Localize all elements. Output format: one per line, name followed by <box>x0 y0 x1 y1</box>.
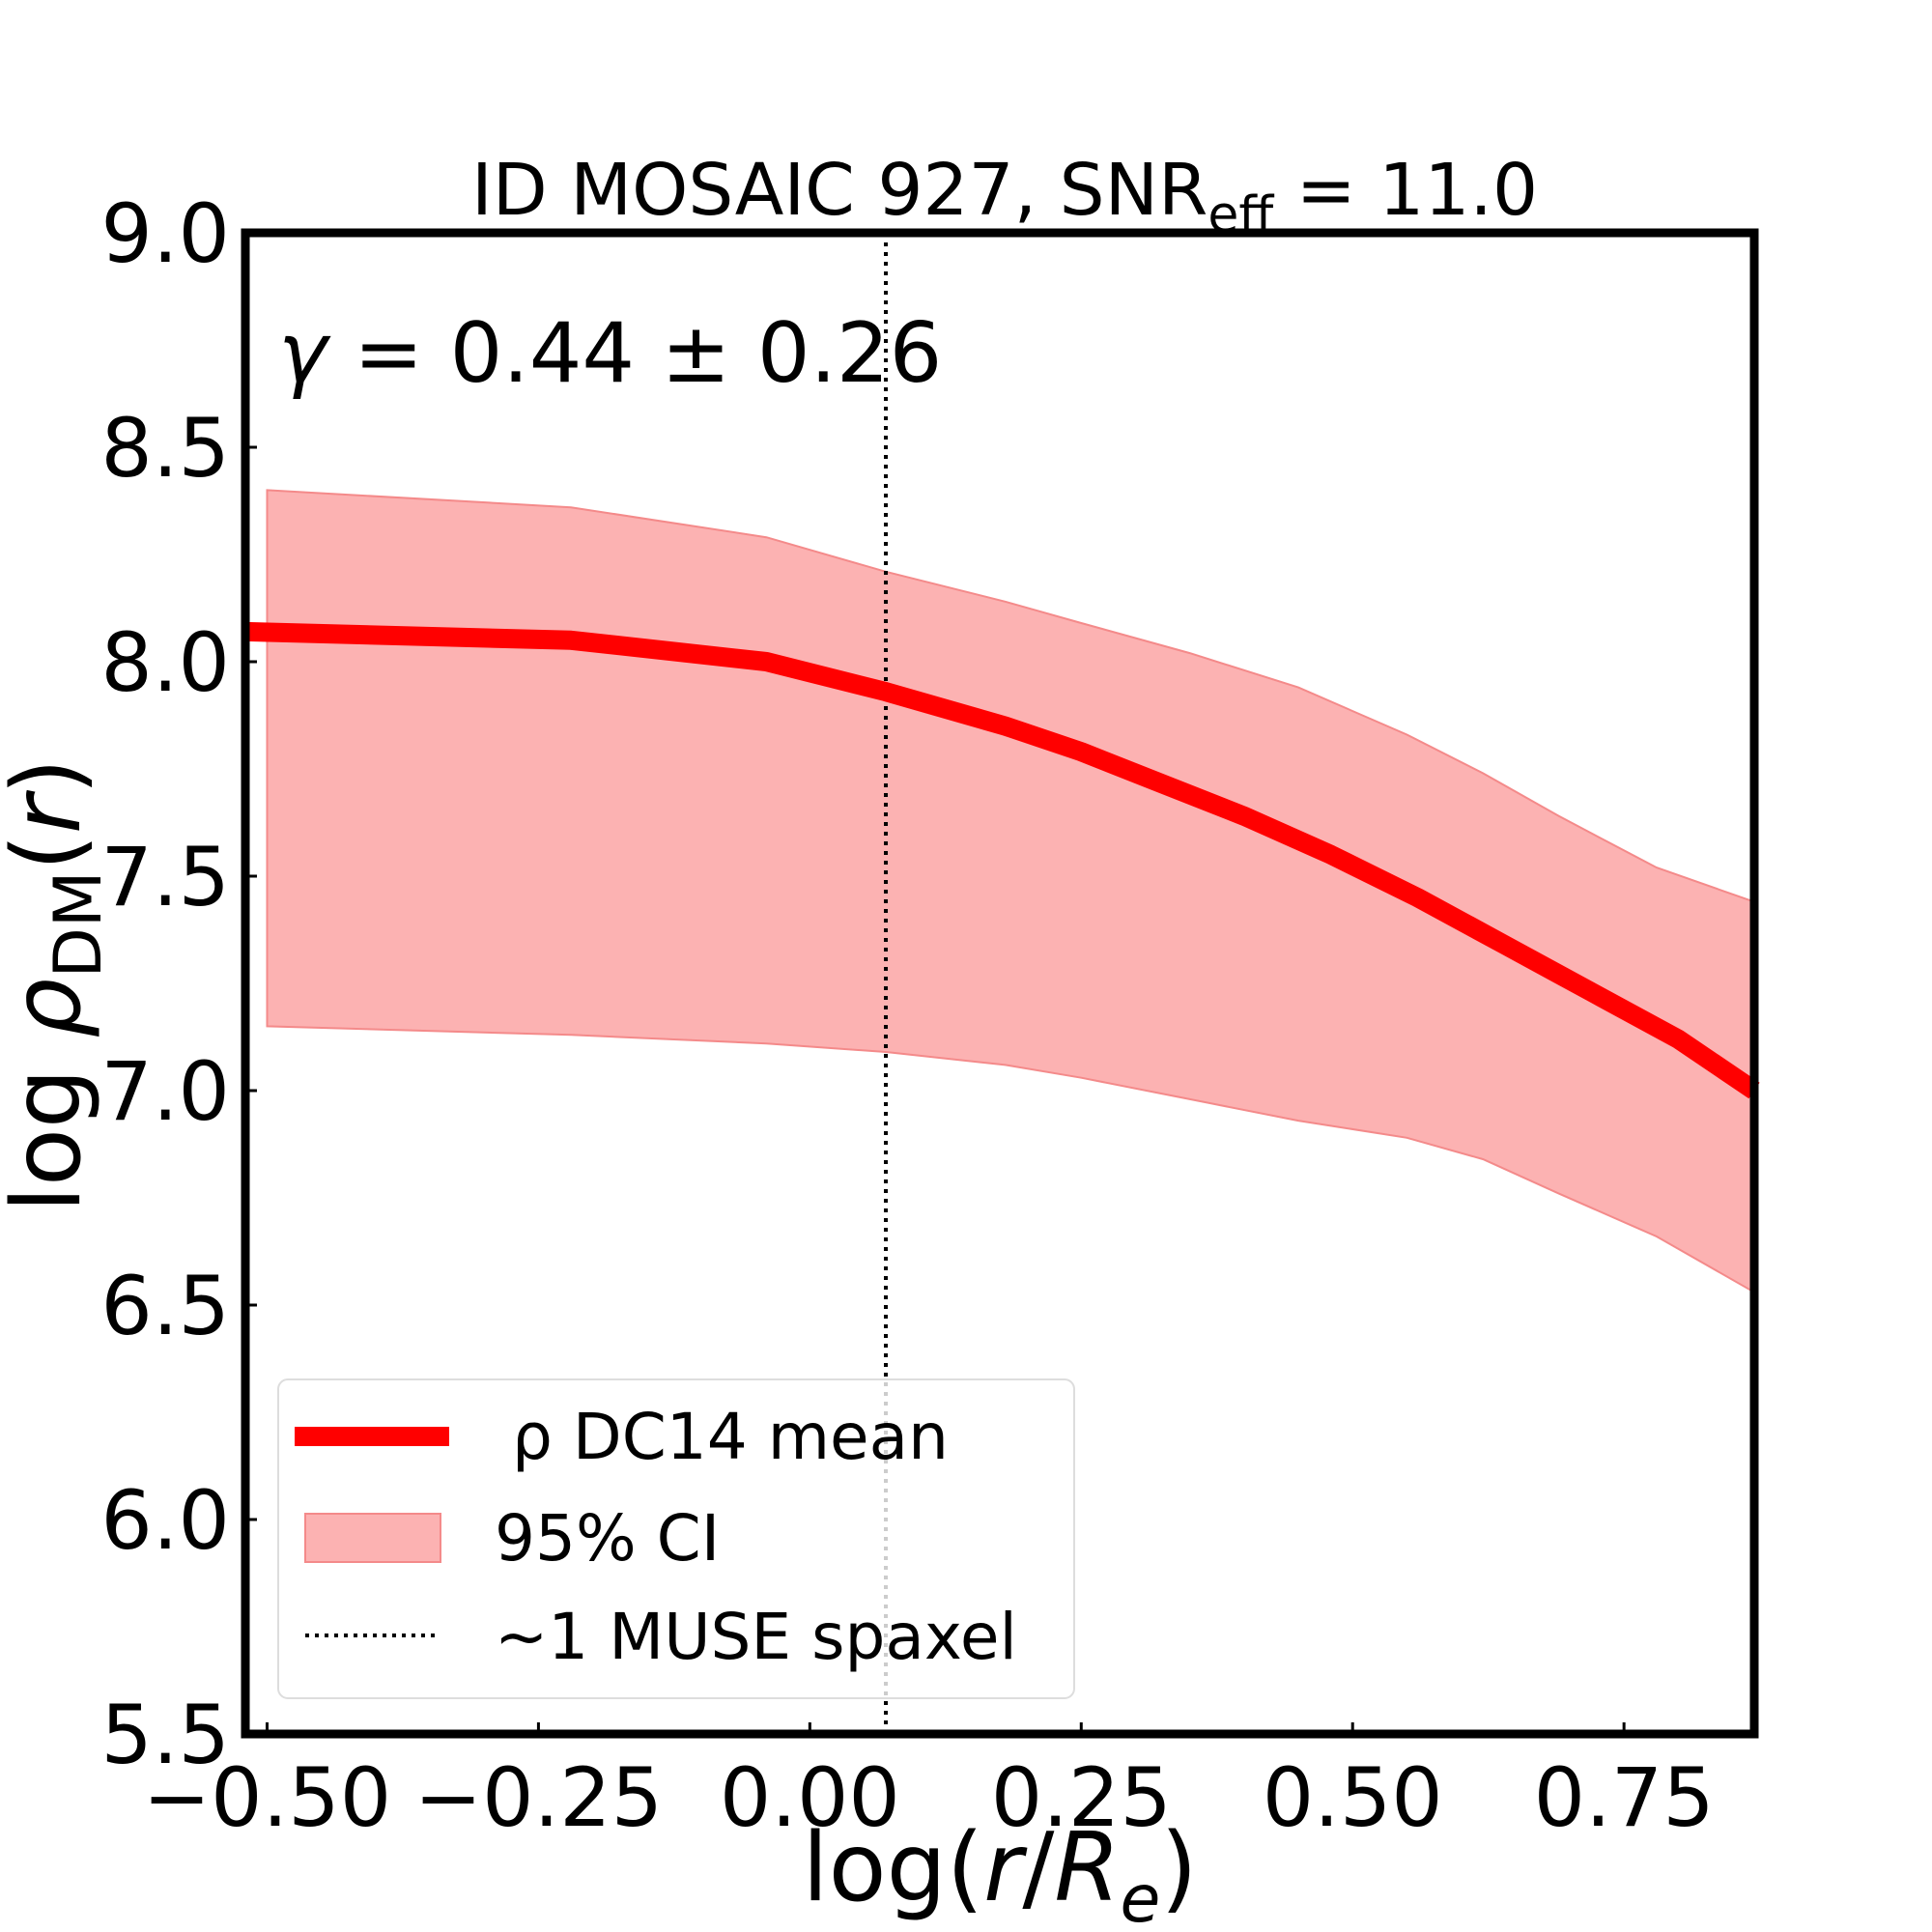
x-axis-label: log(r/Re) <box>802 1813 1197 1932</box>
x-tick-label: 0.00 <box>720 1750 900 1845</box>
y-tick-label: 9.0 <box>100 186 230 281</box>
chart-title: ID MOSAIC 927, SNReff = 11.0 <box>471 149 1538 244</box>
legend-box <box>277 1378 1075 1699</box>
axes-frame <box>241 228 1759 1739</box>
gamma-symbol: γ <box>278 305 331 402</box>
x-tick-label: 0.25 <box>991 1750 1172 1845</box>
legend-ci-label: 95% CI <box>495 1501 720 1576</box>
series-line-0 <box>244 621 1760 1099</box>
y-tick-label: 6.5 <box>100 1259 230 1353</box>
y-tick-label: 7.0 <box>100 1044 230 1139</box>
y-tick-label: 6.0 <box>100 1473 230 1568</box>
x-tick-labels: −0.50 −0.25 0.00 0.25 0.50 0.75 <box>143 1722 1715 1845</box>
legend: ρ DC14 mean 95% CI ~1 MUSE spaxel <box>277 1378 1075 1699</box>
y-tick-label: 5.5 <box>100 1688 230 1782</box>
y-tick-label: 7.5 <box>100 830 230 924</box>
x-tick-label: −0.50 <box>143 1750 391 1845</box>
y-tick-label: 8.5 <box>100 401 230 496</box>
x-tick-label: −0.25 <box>414 1750 663 1845</box>
y-tick-labels: 5.5 6.0 6.5 7.0 7.5 8.0 8.5 9.0 <box>100 186 257 1782</box>
x-tick-label: 0.50 <box>1263 1750 1443 1845</box>
y-axis-label: log ρDM(r) <box>0 758 117 1213</box>
ci-band <box>266 489 1755 1294</box>
legend-mean-label: ρ DC14 mean <box>512 1400 949 1474</box>
legend-ci-swatch <box>304 1513 441 1563</box>
legend-spaxel-label: ~1 MUSE spaxel <box>495 1600 1017 1674</box>
x-tick-label: 0.75 <box>1534 1750 1715 1845</box>
gamma-annotation: γ = 0.44 ± 0.26 <box>278 305 942 402</box>
y-tick-label: 8.0 <box>100 615 230 710</box>
